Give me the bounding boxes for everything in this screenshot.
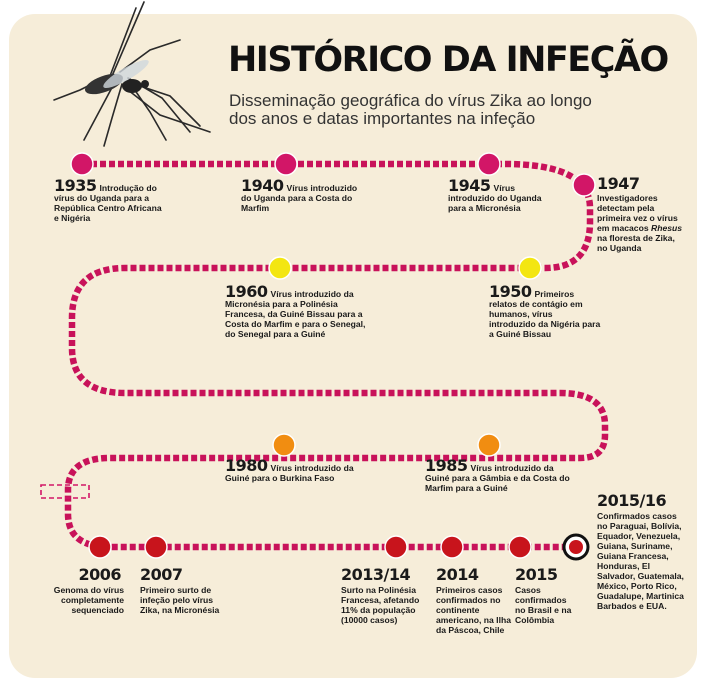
event-year: 1940	[241, 176, 284, 195]
event-text: Introdução do vírus do Uganda para a Rep…	[54, 183, 162, 223]
event-1940: 1940 Vírus introduzido do Uganda para a C…	[241, 178, 363, 214]
event-year: 2015	[515, 565, 558, 584]
dot-2014	[440, 535, 464, 559]
event-year: 1935	[54, 176, 97, 195]
event-year: 2006	[78, 565, 121, 584]
event-year: 2014	[436, 565, 479, 584]
event-1935: 1935 Introdução do vírus do Uganda para a…	[54, 178, 166, 224]
event-2013-14: 2013/14 Surto na Polinésia Francesa, afet…	[341, 565, 425, 626]
event-text: Vírus introduzido da Guiné para o Burkin…	[225, 463, 354, 483]
dot-1950	[518, 256, 542, 280]
event-year: 2007	[140, 565, 183, 584]
page-subtitle: Disseminação geográfica do vírus Zika ao…	[229, 91, 592, 128]
event-text: Primeiro surto de infeção pelo vírus Zik…	[140, 585, 220, 615]
timeline-dots	[70, 152, 596, 561]
event-year: 2013/14	[341, 565, 411, 584]
event-1980: 1980 Vírus introduzido da Guiné para o Bu…	[225, 458, 373, 484]
dot-1945	[477, 152, 501, 176]
event-2006: 2006 Genoma do vírus completamente sequen…	[44, 565, 124, 616]
event-2007: 2007 Primeiro surto de infeção pelo vírus…	[140, 565, 230, 616]
dot-1935	[70, 152, 94, 176]
dot-1985	[477, 433, 501, 457]
event-1985: 1985 Vírus introduzido da Guiné para a Gâ…	[425, 458, 570, 494]
event-text: Vírus introduzido da Guiné para a Gâmbia…	[425, 463, 570, 493]
event-year: 2015/16	[597, 491, 667, 510]
event-year: 1950	[489, 282, 532, 301]
mosquito-body	[85, 60, 149, 95]
event-text: Genoma do vírus completamente sequenciad…	[53, 585, 124, 615]
dot-2007	[144, 535, 168, 559]
event-year: 1960	[225, 282, 268, 301]
page-title: HISTÓRICO DA INFEÇÃO	[228, 40, 669, 80]
event-text: Vírus introduzido do Uganda para a Costa…	[241, 183, 358, 213]
dot-1960	[268, 256, 292, 280]
event-2014: 2014 Primeiros casos confirmados no conti…	[436, 565, 512, 636]
dot-2006	[88, 535, 112, 559]
event-year: 1945	[448, 176, 491, 195]
event-text: Surto na Polinésia Francesa, afetando 11…	[341, 585, 420, 625]
event-text-italic: Rhesus	[650, 223, 683, 233]
event-text: Primeiros relatos de contágio em humanos…	[489, 289, 601, 339]
dot-2015	[508, 535, 532, 559]
mosquito-illustration	[53, 1, 211, 147]
dot-1940	[274, 152, 298, 176]
event-1950: 1950 Primeiros relatos de contágio em hum…	[489, 284, 601, 340]
dashed-marker	[40, 484, 90, 499]
dot-2013-14	[384, 535, 408, 559]
event-text: Vírus introduzido da Micronésia para a P…	[225, 289, 366, 339]
event-2015: 2015 Casos confirmados no Brasil e na Col…	[515, 565, 579, 626]
background-panel	[9, 14, 697, 678]
event-year: 1980	[225, 456, 268, 475]
event-1947: 1947 Investigadores detectam pela primeir…	[597, 175, 683, 253]
dot-2015-16	[569, 540, 583, 554]
event-1945: 1945 Vírus introduzido do Uganda para a M…	[448, 178, 558, 214]
event-year: 1947	[597, 174, 640, 193]
event-text: Primeiros casos confirmados no continent…	[436, 585, 511, 635]
event-1960: 1960 Vírus introduzido da Micronésia para…	[225, 284, 369, 340]
dot-1980	[272, 433, 296, 457]
event-text: Vírus introduzido do Uganda para a Micro…	[448, 183, 542, 213]
event-text-end: na floresta de Zika, no Uganda	[597, 233, 675, 253]
event-text: Confirmados casos no Paraguai, Bolívia, …	[597, 511, 684, 611]
event-text: Casos confirmados no Brasil e na Colômbi…	[515, 585, 572, 625]
dot-1947	[572, 173, 596, 197]
event-text: Investigadores detectam pela primeira ve…	[597, 193, 678, 233]
event-2015-16: 2015/16 Confirmados casos no Paraguai, Bo…	[597, 491, 689, 612]
event-year: 1985	[425, 456, 468, 475]
